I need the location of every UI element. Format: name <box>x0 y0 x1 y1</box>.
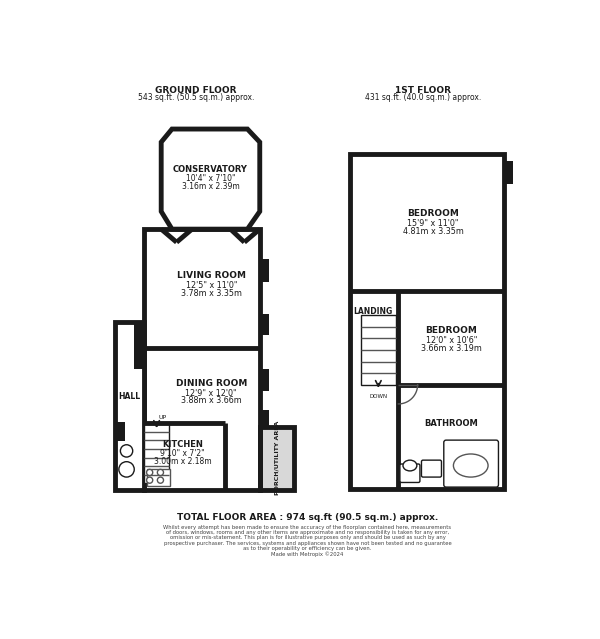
Circle shape <box>146 477 153 483</box>
Text: PORCH/UTILITY AREA: PORCH/UTILITY AREA <box>274 420 279 495</box>
Bar <box>115 321 144 490</box>
Text: HALL: HALL <box>118 392 140 401</box>
Text: DOWN: DOWN <box>369 394 388 399</box>
Bar <box>504 162 513 185</box>
Text: 3.00m x 2.18m: 3.00m x 2.18m <box>154 457 212 466</box>
Circle shape <box>119 462 134 477</box>
Bar <box>350 154 504 489</box>
Circle shape <box>146 470 153 475</box>
Bar <box>260 369 269 391</box>
Bar <box>260 259 269 282</box>
Circle shape <box>121 445 133 457</box>
Text: 3.78m x 3.35m: 3.78m x 3.35m <box>181 289 242 298</box>
Ellipse shape <box>454 454 488 477</box>
Bar <box>260 427 295 490</box>
Text: 3.66m x 3.19m: 3.66m x 3.19m <box>421 344 482 353</box>
Text: KITCHEN: KITCHEN <box>163 440 203 449</box>
Bar <box>260 427 295 490</box>
Text: 12'9" x 12'0": 12'9" x 12'0" <box>185 389 237 397</box>
Text: Made with Metropix ©2024: Made with Metropix ©2024 <box>271 551 344 557</box>
Text: 1ST FLOOR: 1ST FLOOR <box>395 86 451 95</box>
FancyBboxPatch shape <box>421 460 442 477</box>
Text: LANDING: LANDING <box>353 307 392 316</box>
Bar <box>134 321 144 369</box>
Text: 10'4" x 7'10": 10'4" x 7'10" <box>186 174 235 183</box>
Bar <box>361 316 396 385</box>
Text: BATHROOM: BATHROOM <box>425 419 478 427</box>
Text: LIVING ROOM: LIVING ROOM <box>177 271 246 280</box>
Text: DINING ROOM: DINING ROOM <box>176 379 247 388</box>
Bar <box>148 470 170 486</box>
Bar <box>144 423 225 490</box>
Circle shape <box>157 470 164 475</box>
Bar <box>144 423 169 483</box>
Text: 543 sq.ft. (50.5 sq.m.) approx.: 543 sq.ft. (50.5 sq.m.) approx. <box>137 93 254 102</box>
Text: 431 sq.ft. (40.0 sq.m.) approx.: 431 sq.ft. (40.0 sq.m.) approx. <box>365 93 481 102</box>
Text: 3.16m x 2.39m: 3.16m x 2.39m <box>182 181 239 190</box>
FancyBboxPatch shape <box>444 440 499 487</box>
Text: 12'0" x 10'6": 12'0" x 10'6" <box>426 336 477 345</box>
Circle shape <box>157 477 164 483</box>
Text: 3.88m x 3.66m: 3.88m x 3.66m <box>181 396 242 405</box>
FancyBboxPatch shape <box>400 464 420 482</box>
Text: 4.81m x 3.35m: 4.81m x 3.35m <box>403 227 463 236</box>
Text: CONSERVATORY: CONSERVATORY <box>173 165 248 174</box>
Text: 12'5" x 11'0": 12'5" x 11'0" <box>185 281 237 290</box>
Text: GROUND FLOOR: GROUND FLOOR <box>155 86 236 95</box>
Text: 9'10" x 7'2": 9'10" x 7'2" <box>160 449 205 458</box>
Text: BEDROOM: BEDROOM <box>407 209 459 219</box>
Bar <box>260 410 269 427</box>
Polygon shape <box>161 129 260 229</box>
Text: BEDROOM: BEDROOM <box>425 327 478 335</box>
Text: omission or mis-statement. This plan is for illustrative purposes only and shoul: omission or mis-statement. This plan is … <box>170 535 445 541</box>
Bar <box>144 229 260 490</box>
Text: of doors, windows, rooms and any other items are approximate and no responsibili: of doors, windows, rooms and any other i… <box>166 530 449 535</box>
Bar <box>115 422 125 441</box>
Text: prospective purchaser. The services, systems and appliances shown have not been : prospective purchaser. The services, sys… <box>164 541 451 546</box>
Text: as to their operability or efficiency can be given.: as to their operability or efficiency ca… <box>244 546 371 551</box>
Ellipse shape <box>403 460 417 471</box>
Bar <box>260 314 269 335</box>
Text: TOTAL FLOOR AREA : 974 sq.ft (90.5 sq.m.) approx.: TOTAL FLOOR AREA : 974 sq.ft (90.5 sq.m.… <box>177 513 438 523</box>
Text: UP: UP <box>159 415 167 420</box>
Text: 15'9" x 11'0": 15'9" x 11'0" <box>407 219 459 228</box>
Text: Whilst every attempt has been made to ensure the accuracy of the floorplan conta: Whilst every attempt has been made to en… <box>163 525 452 530</box>
